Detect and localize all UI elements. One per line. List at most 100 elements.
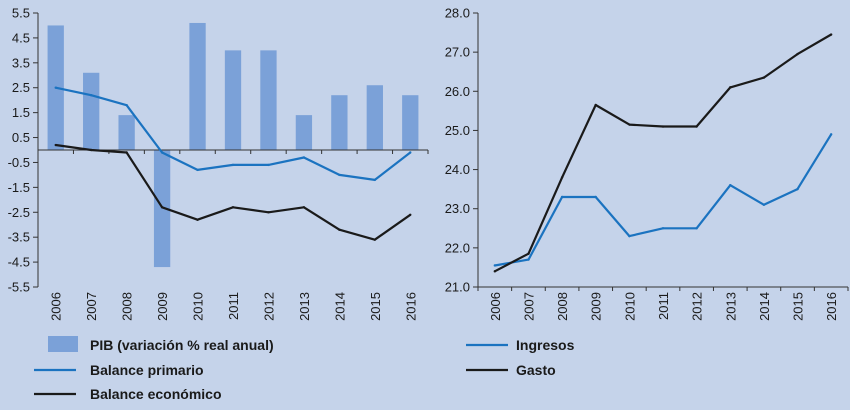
left-y-tick-label: 2.5	[12, 80, 30, 95]
left-x-tick-label: 2009	[155, 292, 170, 321]
left-x-tick-label: 2015	[368, 292, 383, 321]
left-point-balance-economico-2009	[160, 206, 164, 209]
right-x-tick-label: 2010	[622, 292, 637, 321]
left-x-tick-label: 2007	[84, 292, 99, 321]
left-point-balance-economico-2008	[125, 151, 128, 154]
right-point-gasto-2011	[661, 125, 665, 128]
left-y-tick-label: 0.5	[12, 130, 30, 145]
left-point-balance-primario-2015	[373, 178, 377, 182]
left-x-tick-label: 2014	[332, 292, 347, 321]
right-y-tick-label: 27.0	[445, 45, 470, 60]
left-bar-2015	[366, 85, 383, 150]
right-x-tick-label: 2007	[521, 292, 536, 321]
left-y-tick-label: -4.5	[8, 255, 30, 270]
left-bar-2013	[295, 115, 313, 150]
left-line-balance-economico	[55, 143, 411, 241]
legend-label-ingresos: Ingresos	[516, 337, 575, 353]
right-point-gasto-2006	[493, 270, 497, 273]
left-point-balance-primario-2012	[267, 163, 270, 167]
right-point-ingresos-2014	[762, 203, 766, 206]
right-point-ingresos-2010	[628, 234, 631, 238]
right-line-gasto	[494, 33, 832, 273]
right-y-tick-label: 24.0	[445, 162, 470, 177]
left-y-tick-label: -1.5	[8, 180, 30, 195]
right-point-ingresos-2012	[695, 227, 698, 230]
right-point-ingresos-2011	[661, 227, 665, 230]
left-point-balance-economico-2011	[231, 206, 235, 209]
left-point-balance-primario-2010	[196, 168, 199, 172]
left-bar-2009	[153, 150, 171, 268]
left-point-balance-economico-2016	[409, 213, 412, 216]
left-y-tick-label: 1.5	[12, 105, 30, 120]
left-point-balance-primario-2014	[338, 173, 341, 177]
right-x-tick-label: 2015	[791, 292, 806, 321]
right-point-gasto-2014	[762, 76, 766, 79]
legend-label-balance-primario: Balance primario	[90, 362, 204, 378]
legend: PIB (variación % real anual) Balance pri…	[34, 336, 575, 402]
right-point-ingresos-2009	[594, 195, 597, 199]
left-point-balance-economico-2010	[196, 218, 199, 221]
left-bar-2012	[260, 50, 277, 151]
right-point-ingresos-2008	[560, 195, 564, 199]
left-x-tick-label: 2012	[261, 292, 276, 321]
legend-label-balance-economico: Balance económico	[90, 386, 222, 402]
right-chart: 28.0 27.0 26.0 25.0 24.0 23.0 22.0 21.0 2006 2007…	[445, 6, 849, 321]
left-point-balance-primario-2009	[160, 151, 164, 154]
left-bar-2010	[189, 22, 206, 150]
left-point-balance-economico-2015	[373, 238, 377, 241]
legend-label-pib: PIB (variación % real anual)	[90, 337, 274, 353]
left-bar-2011	[224, 50, 242, 151]
left-y-tick-label: -0.5	[8, 155, 30, 170]
left-x-tick-label: 2011	[226, 292, 241, 320]
right-x-tick-label: 2008	[555, 292, 570, 321]
right-x-tick-label: 2014	[757, 292, 772, 321]
left-point-balance-primario-2006	[54, 86, 57, 89]
left-y-tick-label: 5.5	[12, 6, 30, 21]
right-point-gasto-2009	[594, 103, 597, 107]
right-point-ingresos-2007	[527, 258, 530, 261]
left-point-balance-primario-2013	[302, 156, 306, 159]
right-point-ingresos-2006	[493, 264, 497, 267]
right-x-tick-label: 2009	[589, 292, 604, 321]
left-bar-2008	[118, 115, 135, 150]
right-point-gasto-2008	[560, 176, 564, 179]
left-y-tick-label: -3.5	[8, 230, 30, 245]
right-point-gasto-2015	[796, 52, 799, 56]
left-bar-2014	[331, 95, 348, 150]
right-y-tick-label: 23.0	[445, 201, 470, 216]
left-point-balance-economico-2012	[267, 211, 270, 214]
left-x-tick-label: 2010	[191, 292, 206, 321]
right-line-ingresos	[494, 133, 833, 267]
right-x-tick-label: 2013	[723, 292, 738, 321]
legend-swatch-pib	[48, 336, 78, 352]
left-x-tick-label: 2008	[120, 292, 135, 321]
left-y-tick-label: 3.5	[12, 55, 30, 70]
left-x-tick-label: 2006	[49, 292, 64, 321]
right-point-gasto-2007	[527, 252, 530, 255]
left-bar-2007	[83, 72, 100, 150]
right-y-tick-label: 28.0	[445, 6, 470, 21]
right-point-gasto-2012	[695, 125, 698, 128]
left-y-tick-label: 4.5	[12, 30, 30, 45]
legend-label-gasto: Gasto	[516, 362, 556, 378]
right-y-tick-label: 21.0	[445, 280, 470, 295]
right-point-ingresos-2013	[729, 184, 732, 187]
right-y-tick-label: 22.0	[445, 240, 470, 255]
left-x-tick-label: 2016	[403, 292, 418, 321]
left-x-tick-label: 2013	[297, 292, 312, 321]
right-point-gasto-2010	[628, 123, 631, 126]
left-point-balance-economico-2014	[338, 228, 341, 231]
left-point-balance-primario-2011	[231, 163, 235, 167]
right-point-gasto-2013	[729, 86, 732, 89]
left-point-balance-primario-2007	[89, 94, 93, 97]
right-x-tick-label: 2006	[488, 292, 503, 321]
left-chart: 5.5 4.5 3.5 2.5 1.5 0.5 -0.5 -1.5 -2.5 -3.5 -4.5 -5…	[8, 6, 429, 321]
left-point-balance-economico-2007	[89, 148, 93, 152]
left-point-balance-primario-2016	[409, 151, 412, 154]
right-point-gasto-2016	[829, 33, 833, 36]
left-bar-2016	[402, 95, 419, 150]
left-point-balance-economico-2006	[54, 143, 57, 147]
left-y-tick-label: -2.5	[8, 205, 30, 220]
right-x-tick-label: 2016	[824, 292, 839, 321]
